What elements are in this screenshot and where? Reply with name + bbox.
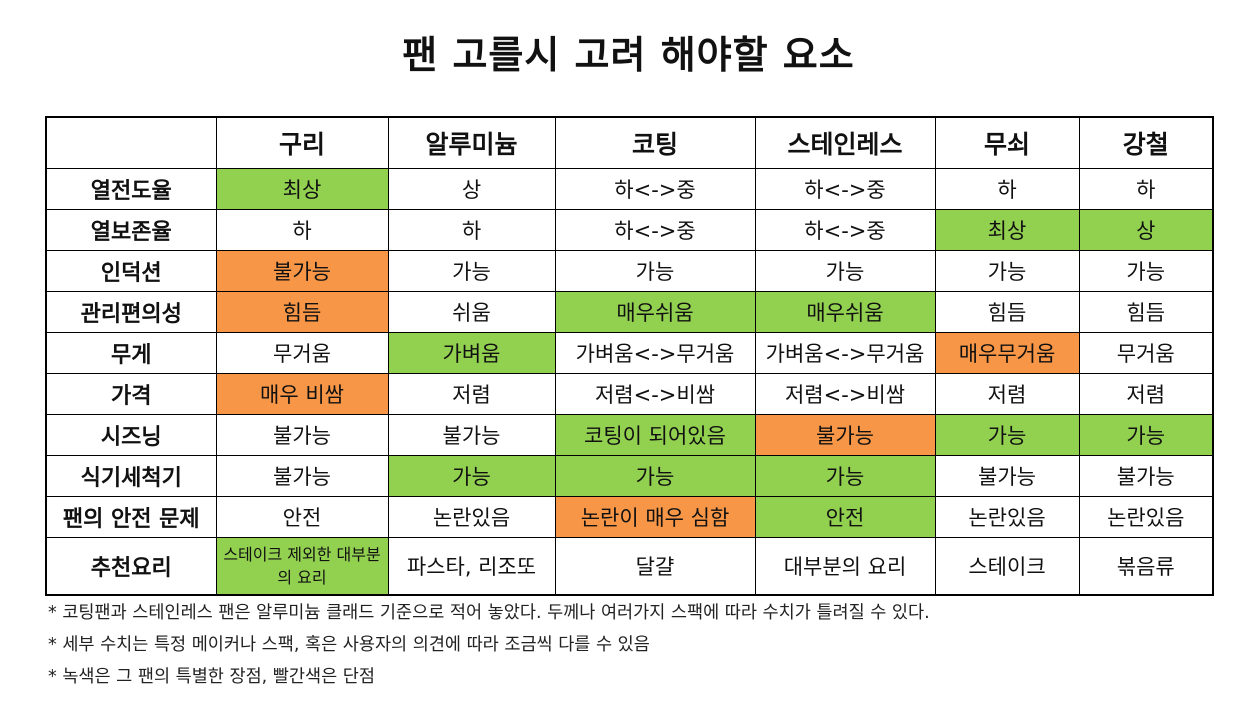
row-header: 팬의 안전 문제 xyxy=(45,496,217,538)
row-header: 무게 xyxy=(45,332,217,374)
table-cell: 가능 xyxy=(1078,250,1214,292)
table-cell-good: 가능 xyxy=(387,455,556,497)
page-title: 팬 고를시 고려 해야할 요소 xyxy=(402,33,855,77)
footnote: * 코팅팬과 스테인레스 팬은 알루미늄 클래드 기준으로 적어 놓았다. 두께… xyxy=(48,603,930,623)
column-header: 스테인레스 xyxy=(754,116,936,169)
table-cell: 달걀 xyxy=(554,537,756,596)
table-cell: 힘듬 xyxy=(934,291,1080,333)
table-cell: 저렴<->비쌈 xyxy=(754,373,936,415)
table-cell: 안전 xyxy=(215,496,389,538)
table-cell-good: 최상 xyxy=(215,168,389,210)
table-cell: 불가능 xyxy=(215,414,389,456)
table-row: 가격 매우 비쌈 저렴 저렴<->비쌈 저렴<->비쌈 저렴 저렴 xyxy=(45,373,1214,415)
table-cell: 논란있음 xyxy=(934,496,1080,538)
table-cell: 저렴 xyxy=(387,373,556,415)
table-cell-good: 안전 xyxy=(754,496,936,538)
table-cell: 하<->중 xyxy=(754,168,936,210)
footnote: * 녹색은 그 팬의 특별한 장점, 빨간색은 단점 xyxy=(48,667,375,687)
column-header: 코팅 xyxy=(554,116,756,169)
row-header: 인덕션 xyxy=(45,250,217,292)
corner-cell xyxy=(45,116,217,169)
table-cell-bad: 매우무거움 xyxy=(934,332,1080,374)
table-cell: 상 xyxy=(387,168,556,210)
table-cell: 하 xyxy=(934,168,1080,210)
table-cell: 저렴 xyxy=(1078,373,1214,415)
table-row: 추천요리 스테이크 제외한 대부분의 요리 파스타, 리조또 달걀 대부분의 요리 스테이… xyxy=(45,537,1214,596)
column-header: 알루미늄 xyxy=(387,116,556,169)
table-cell-good: 가능 xyxy=(934,414,1080,456)
table-cell: 하<->중 xyxy=(554,168,756,210)
footnotes: * 코팅팬과 스테인레스 팬은 알루미늄 클래드 기준으로 적어 놓았다. 두께… xyxy=(48,597,1228,693)
table-cell: 하 xyxy=(215,209,389,251)
table-cell-good: 상 xyxy=(1078,209,1214,251)
table-cell: 불가능 xyxy=(215,455,389,497)
table-row: 인덕션 불가능 가능 가능 가능 가능 가능 xyxy=(45,250,1214,292)
table-cell: 볶음류 xyxy=(1078,537,1214,596)
column-header: 구리 xyxy=(215,116,389,169)
header-row: 구리 알루미늄 코팅 스테인레스 무쇠 강철 xyxy=(45,116,1214,169)
table-cell: 대부분의 요리 xyxy=(754,537,936,596)
column-header: 무쇠 xyxy=(934,116,1080,169)
table-cell-good: 코팅이 되어있음 xyxy=(554,414,756,456)
table-cell: 가능 xyxy=(554,250,756,292)
table-cell: 파스타, 리조또 xyxy=(387,537,556,596)
table-row: 식기세척기 불가능 가능 가능 가능 불가능 불가능 xyxy=(45,455,1214,497)
table-cell: 논란있음 xyxy=(1078,496,1214,538)
table-cell: 하 xyxy=(1078,168,1214,210)
table-cell: 논란있음 xyxy=(387,496,556,538)
table-cell: 하 xyxy=(387,209,556,251)
table-cell: 가능 xyxy=(387,250,556,292)
table-cell: 저렴 xyxy=(934,373,1080,415)
table-cell: 가벼움<->무거움 xyxy=(554,332,756,374)
table-cell-good: 매우쉬움 xyxy=(554,291,756,333)
table-cell: 불가능 xyxy=(934,455,1080,497)
table-cell-bad: 힘듬 xyxy=(215,291,389,333)
table-cell-bad: 논란이 매우 심함 xyxy=(554,496,756,538)
table-cell: 가능 xyxy=(754,250,936,292)
table-row: 시즈닝 불가능 불가능 코팅이 되어있음 불가능 가능 가능 xyxy=(45,414,1214,456)
table-cell-bad: 불가능 xyxy=(754,414,936,456)
table-cell: 무거움 xyxy=(1078,332,1214,374)
table-cell: 가벼움<->무거움 xyxy=(754,332,936,374)
table-cell: 힘듬 xyxy=(1078,291,1214,333)
table-cell: 가능 xyxy=(934,250,1080,292)
table-cell: 무거움 xyxy=(215,332,389,374)
table-row: 팬의 안전 문제 안전 논란있음 논란이 매우 심함 안전 논란있음 논란있음 xyxy=(45,496,1214,538)
table-cell: 하<->중 xyxy=(554,209,756,251)
table-cell: 불가능 xyxy=(1078,455,1214,497)
table-body: 구리 알루미늄 코팅 스테인레스 무쇠 강철 열전도율 최상 상 하<->중 하<->중 하 하 열보존율… xyxy=(45,116,1214,596)
table-cell: 하<->중 xyxy=(754,209,936,251)
footnote: * 세부 수치는 특정 메이커나 스팩, 혹은 사용자의 의견에 따라 조금씩 … xyxy=(48,635,650,655)
table-cell-bad: 불가능 xyxy=(215,250,389,292)
table-row: 열전도율 최상 상 하<->중 하<->중 하 하 xyxy=(45,168,1214,210)
table-row: 무게 무거움 가벼움 가벼움<->무거움 가벼움<->무거움 매우무거움 무거움 xyxy=(45,332,1214,374)
table-row: 관리편의성 힘듬 쉬움 매우쉬움 매우쉬움 힘듬 힘듬 xyxy=(45,291,1214,333)
table-cell-bad: 매우 비쌈 xyxy=(215,373,389,415)
table-cell-good: 가능 xyxy=(1078,414,1214,456)
table-cell: 쉬움 xyxy=(387,291,556,333)
table-cell-good: 최상 xyxy=(934,209,1080,251)
row-header: 시즈닝 xyxy=(45,414,217,456)
row-header: 식기세척기 xyxy=(45,455,217,497)
table-cell: 스테이크 xyxy=(934,537,1080,596)
row-header: 열보존율 xyxy=(45,209,217,251)
table-cell: 불가능 xyxy=(387,414,556,456)
table-row: 열보존율 하 하 하<->중 하<->중 최상 상 xyxy=(45,209,1214,251)
table-cell-good: 매우쉬움 xyxy=(754,291,936,333)
row-header: 열전도율 xyxy=(45,168,217,210)
column-header: 강철 xyxy=(1078,116,1214,169)
row-header: 추천요리 xyxy=(45,537,217,596)
row-header: 가격 xyxy=(45,373,217,415)
table-cell-good: 스테이크 제외한 대부분의 요리 xyxy=(215,537,389,596)
comparison-table: 구리 알루미늄 코팅 스테인레스 무쇠 강철 열전도율 최상 상 하<->중 하<->중 하 하 열보존율… xyxy=(45,116,1214,596)
table-cell-good: 가능 xyxy=(554,455,756,497)
row-header: 관리편의성 xyxy=(45,291,217,333)
table-cell-good: 가벼움 xyxy=(387,332,556,374)
table-cell: 저렴<->비쌈 xyxy=(554,373,756,415)
table-cell-good: 가능 xyxy=(754,455,936,497)
